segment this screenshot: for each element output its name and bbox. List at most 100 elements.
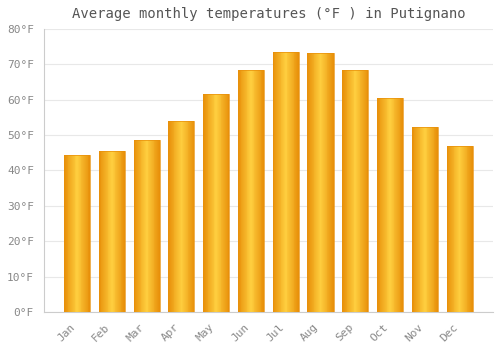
Bar: [331, 53, 332, 312]
Bar: [146, 140, 148, 312]
Bar: [377, 98, 378, 312]
Bar: [172, 121, 174, 312]
Bar: [148, 140, 150, 312]
Bar: [140, 140, 141, 312]
Bar: [379, 98, 380, 312]
Bar: [285, 52, 286, 312]
Bar: [214, 94, 216, 312]
Bar: [431, 127, 432, 312]
Bar: [66, 155, 68, 312]
Bar: [145, 140, 146, 312]
Bar: [466, 146, 468, 312]
Bar: [246, 70, 248, 312]
Bar: [465, 146, 466, 312]
Bar: [263, 70, 264, 312]
Bar: [396, 98, 397, 312]
Bar: [256, 70, 257, 312]
Bar: [216, 94, 217, 312]
Bar: [343, 70, 344, 312]
Bar: [99, 151, 100, 312]
Bar: [71, 155, 72, 312]
Bar: [157, 140, 158, 312]
Bar: [112, 151, 113, 312]
Bar: [177, 121, 178, 312]
Bar: [362, 70, 363, 312]
Bar: [320, 53, 322, 312]
Bar: [272, 52, 299, 312]
Bar: [292, 52, 294, 312]
Bar: [425, 127, 426, 312]
Bar: [451, 146, 452, 312]
Bar: [448, 146, 449, 312]
Bar: [426, 127, 428, 312]
Bar: [211, 94, 212, 312]
Bar: [446, 146, 448, 312]
Bar: [460, 146, 462, 312]
Bar: [386, 98, 388, 312]
Bar: [210, 94, 211, 312]
Bar: [257, 70, 258, 312]
Bar: [290, 52, 291, 312]
Bar: [412, 127, 438, 312]
Bar: [254, 70, 256, 312]
Bar: [342, 70, 343, 312]
Bar: [446, 146, 472, 312]
Bar: [119, 151, 120, 312]
Bar: [113, 151, 114, 312]
Bar: [357, 70, 358, 312]
Bar: [191, 121, 192, 312]
Bar: [64, 155, 65, 312]
Bar: [420, 127, 422, 312]
Bar: [122, 151, 123, 312]
Bar: [203, 94, 204, 312]
Bar: [142, 140, 143, 312]
Bar: [378, 98, 379, 312]
Bar: [170, 121, 171, 312]
Bar: [326, 53, 328, 312]
Bar: [385, 98, 386, 312]
Bar: [284, 52, 285, 312]
Bar: [168, 121, 170, 312]
Bar: [118, 151, 119, 312]
Bar: [238, 70, 239, 312]
Bar: [332, 53, 334, 312]
Bar: [190, 121, 191, 312]
Bar: [418, 127, 420, 312]
Bar: [206, 94, 208, 312]
Bar: [110, 151, 111, 312]
Bar: [84, 155, 85, 312]
Bar: [414, 127, 416, 312]
Bar: [174, 121, 176, 312]
Bar: [114, 151, 116, 312]
Title: Average monthly temperatures (°F ) in Putignano: Average monthly temperatures (°F ) in Pu…: [72, 7, 465, 21]
Bar: [83, 155, 84, 312]
Bar: [258, 70, 259, 312]
Bar: [282, 52, 283, 312]
Bar: [245, 70, 246, 312]
Bar: [139, 140, 140, 312]
Bar: [205, 94, 206, 312]
Bar: [359, 70, 360, 312]
Bar: [156, 140, 157, 312]
Bar: [262, 70, 263, 312]
Bar: [349, 70, 350, 312]
Bar: [220, 94, 222, 312]
Bar: [240, 70, 242, 312]
Bar: [218, 94, 219, 312]
Bar: [348, 70, 349, 312]
Bar: [248, 70, 249, 312]
Bar: [283, 52, 284, 312]
Bar: [417, 127, 418, 312]
Bar: [80, 155, 82, 312]
Bar: [397, 98, 398, 312]
Bar: [76, 155, 77, 312]
Bar: [454, 146, 455, 312]
Bar: [223, 94, 224, 312]
Bar: [106, 151, 108, 312]
Bar: [88, 155, 90, 312]
Bar: [73, 155, 74, 312]
Bar: [358, 70, 359, 312]
Bar: [310, 53, 311, 312]
Bar: [416, 127, 417, 312]
Bar: [105, 151, 106, 312]
